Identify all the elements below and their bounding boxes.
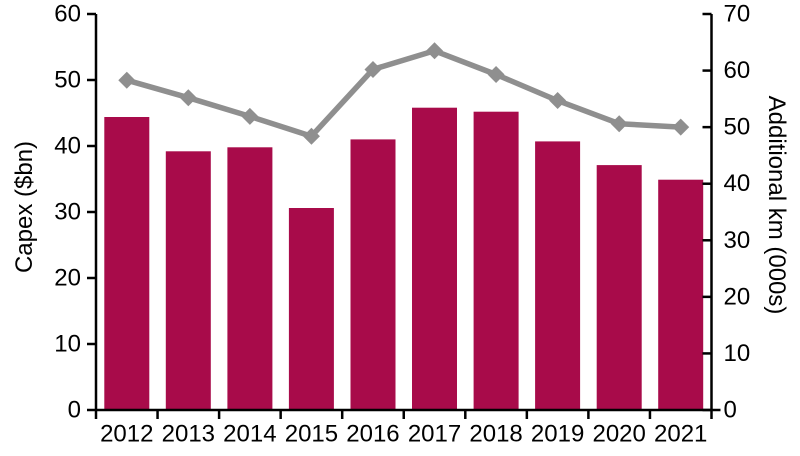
x-label-2013: 2013 (162, 421, 215, 448)
left-tick-label-60: 60 (54, 1, 81, 28)
additional-km-line (124, 48, 684, 139)
bar-2019 (535, 141, 581, 410)
left-tick-label-50: 50 (54, 67, 81, 94)
bar-2021 (658, 179, 704, 410)
x-label-2016: 2016 (346, 421, 399, 448)
x-label-2014: 2014 (223, 421, 276, 448)
right-tick-label-0: 0 (724, 397, 737, 424)
marker-diamond-2014 (241, 107, 259, 125)
x-label-2015: 2015 (285, 421, 338, 448)
bar-2015 (288, 208, 334, 410)
marker-diamond-2016 (364, 60, 382, 78)
bar-2013 (165, 151, 211, 411)
bar-2017 (412, 107, 457, 410)
bar-2012 (104, 117, 150, 410)
marker-diamond-2020 (610, 115, 628, 133)
bar-2014 (227, 147, 273, 411)
bar-2016 (350, 139, 396, 410)
marker-diamond-2015 (302, 127, 320, 145)
marker-diamond-2019 (549, 92, 567, 110)
bar-2020 (596, 165, 642, 410)
marker-diamond-2021 (672, 118, 690, 136)
right-tick-label-10: 10 (724, 340, 751, 367)
left-tick-label-10: 10 (54, 331, 81, 358)
x-label-2019: 2019 (531, 421, 584, 448)
x-label-2017: 2017 (408, 421, 461, 448)
left-tick-label-30: 30 (54, 199, 81, 226)
x-label-2020: 2020 (592, 421, 645, 448)
left-tick-label-40: 40 (54, 133, 81, 160)
left-tick-label-0: 0 (68, 397, 81, 424)
x-label-2021: 2021 (654, 421, 707, 448)
right-tick-label-30: 30 (724, 227, 751, 254)
marker-diamond-2018 (487, 66, 505, 84)
right-tick-label-70: 70 (724, 1, 751, 28)
bar-2018 (473, 111, 519, 410)
left-tick-label-20: 20 (54, 265, 81, 292)
left-axis-title: Capex ($bn) (11, 140, 38, 274)
right-axis-title: Additional km (000s) (763, 95, 790, 315)
right-tick-label-40: 40 (724, 170, 751, 197)
x-label-2018: 2018 (469, 421, 522, 448)
marker-diamond-2012 (118, 71, 136, 89)
right-tick-label-50: 50 (724, 114, 751, 141)
right-tick-label-60: 60 (724, 57, 751, 84)
x-label-2012: 2012 (100, 421, 153, 448)
marker-diamond-2013 (179, 89, 197, 107)
marker-diamond-2017 (426, 42, 444, 60)
right-tick-label-20: 20 (724, 283, 751, 310)
